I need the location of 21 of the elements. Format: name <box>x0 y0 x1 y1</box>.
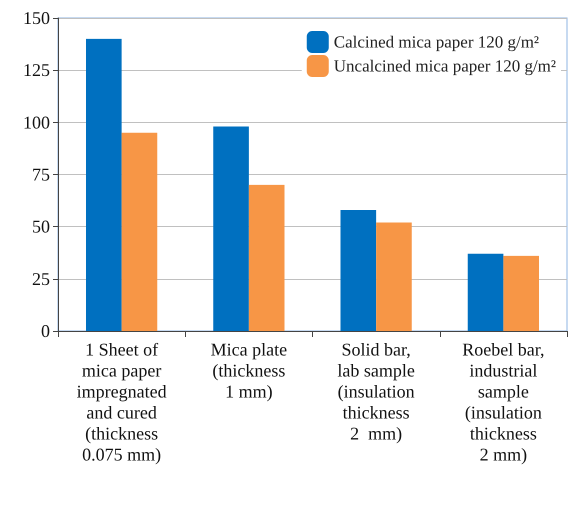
bar <box>340 210 376 331</box>
legend-label: Calcined mica paper 120 g/m² <box>334 32 540 52</box>
y-tick-label: 50 <box>32 216 50 237</box>
y-tick-label: 100 <box>23 112 50 132</box>
bar <box>213 126 249 331</box>
x-tick-label: Roebel bar, industrial sample (insulation thickness 2 mm) <box>462 340 544 464</box>
y-tick-label: 25 <box>32 268 50 289</box>
bar <box>122 132 158 331</box>
bar <box>468 254 504 331</box>
bar <box>376 222 412 331</box>
y-tick-label: 150 <box>23 8 50 28</box>
y-tick-label: 0 <box>41 321 50 341</box>
x-tick-label: Solid bar, lab sample (insulation thickness 2 mm) <box>337 340 415 444</box>
x-tick-label: 1 Sheet of mica paper impregnated and cured (thickness 0.075 mm) <box>76 340 167 464</box>
x-tick-label: Mica plate (thickness 1 mm) <box>210 340 288 402</box>
bar <box>248 184 285 331</box>
bar <box>86 38 122 331</box>
y-tick-label: 75 <box>32 164 50 184</box>
bar <box>503 256 540 331</box>
legend-label: Uncalcined mica paper 120 g/m² <box>334 56 556 76</box>
y-tick-label: 125 <box>23 60 50 80</box>
